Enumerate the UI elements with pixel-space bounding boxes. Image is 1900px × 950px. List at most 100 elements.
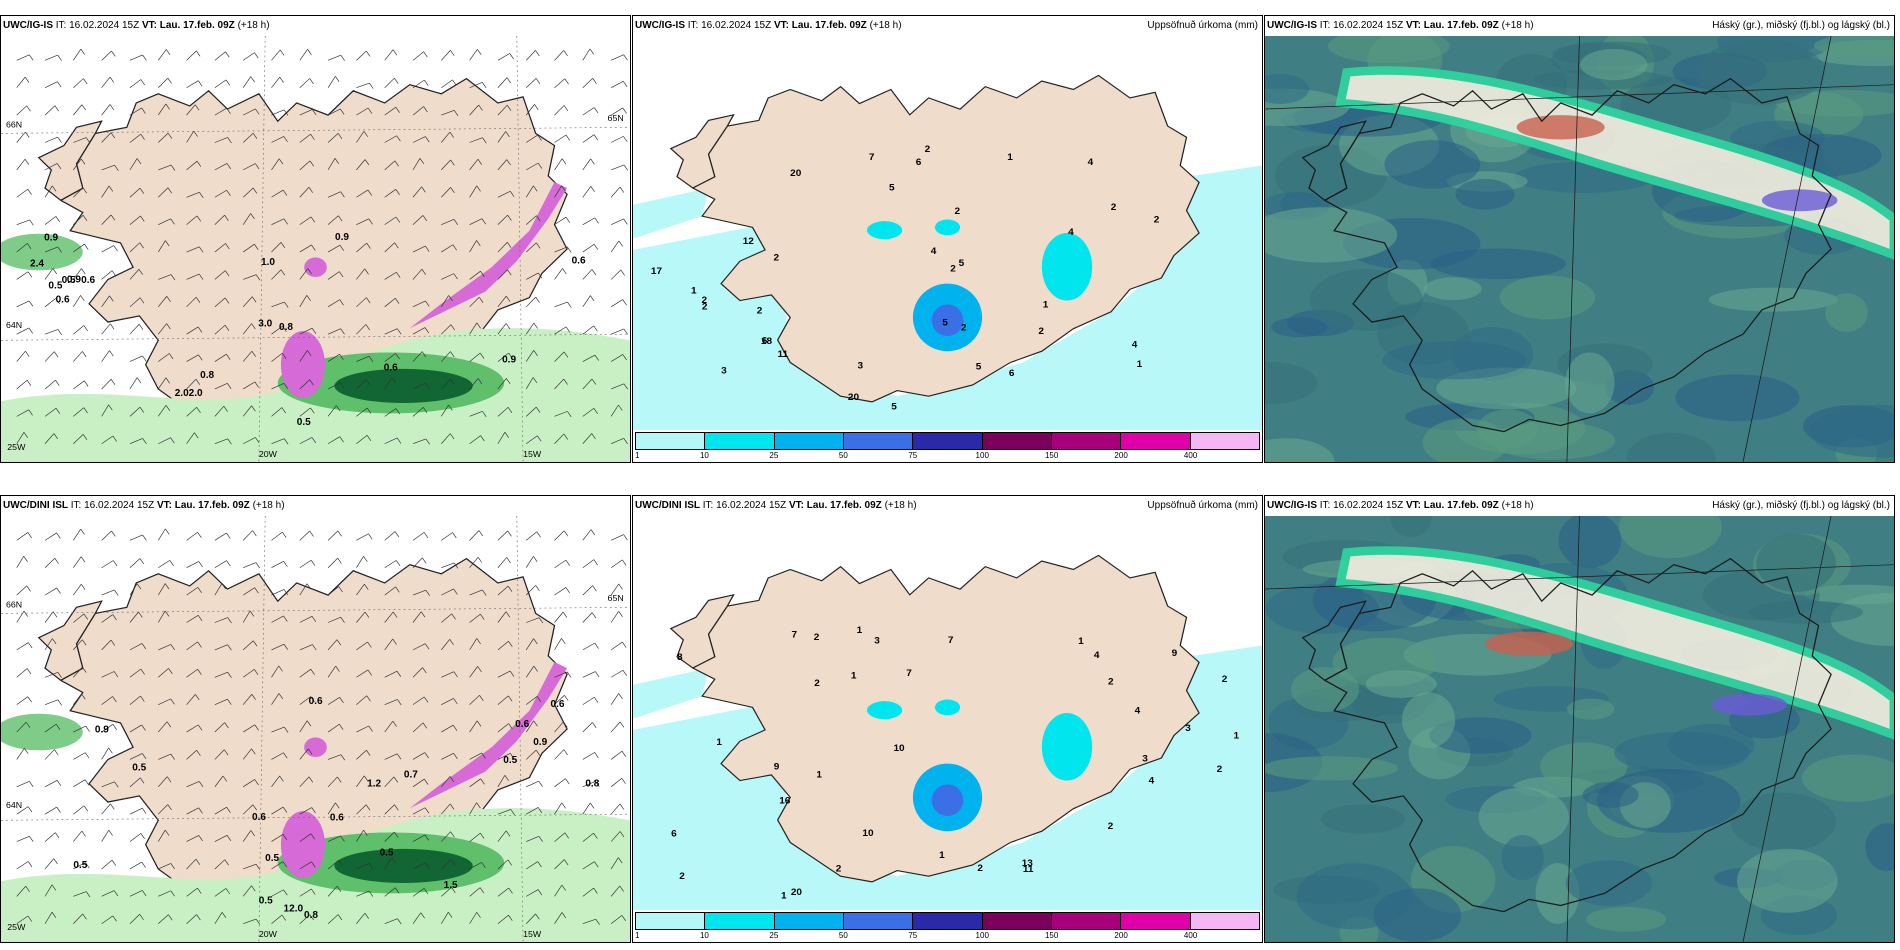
- value-label: 1: [816, 770, 822, 780]
- precip-area: [633, 645, 1262, 910]
- wind-barb: [554, 859, 565, 870]
- wind-barb-feather: [535, 242, 541, 249]
- latitude-label: 66N: [6, 119, 22, 129]
- wind-barb-feather: [54, 558, 59, 564]
- wind-barb: [44, 699, 59, 705]
- precip-patch: [934, 219, 961, 236]
- wind-barb: [610, 107, 623, 116]
- wind-barb: [129, 269, 140, 280]
- wind-barb: [384, 437, 398, 445]
- wind-barb: [73, 779, 86, 788]
- wind-barb: [582, 107, 595, 116]
- wind-barb-feather: [537, 807, 543, 814]
- wind-barb-feather: [166, 296, 171, 302]
- snow-band: [304, 257, 327, 277]
- wind-barb-feather: [538, 617, 544, 624]
- wind-barb: [441, 613, 453, 623]
- wind-barb: [186, 750, 197, 760]
- wind-barb-feather: [170, 274, 176, 281]
- panel-header: UWC/IG-IS IT: 16.02.2024 15Z VT: Lau. 17…: [635, 19, 1258, 33]
- wind-barb-feather: [480, 270, 485, 277]
- wind-barb: [73, 752, 86, 760]
- precip-heavy: [334, 368, 473, 403]
- wind-barb: [129, 833, 142, 842]
- wind-barb-feather: [391, 857, 396, 864]
- wind-barb-feather: [253, 640, 258, 647]
- wind-barb: [526, 272, 539, 280]
- wind-barb-feather: [395, 216, 401, 223]
- wind-barb: [327, 436, 341, 445]
- wind-barb-feather: [448, 912, 453, 918]
- wind-barb-feather: [193, 130, 198, 137]
- value-label: 0.9: [67, 274, 81, 285]
- wind-barb: [73, 325, 85, 335]
- wind-barb-feather: [112, 724, 118, 730]
- wind-barb-feather: [306, 720, 312, 727]
- wind-barb: [441, 887, 452, 897]
- wind-barb-feather: [480, 778, 485, 785]
- wind-barb-feather: [340, 835, 345, 842]
- wind-barb: [16, 243, 28, 253]
- value-label: 10: [893, 744, 904, 754]
- wind-barb-feather: [395, 189, 400, 195]
- precip-patch: [934, 699, 961, 716]
- wind-barb-feather: [226, 163, 232, 170]
- wind-barb-feather: [621, 778, 626, 784]
- wind-barb: [242, 724, 256, 733]
- wind-barb: [242, 779, 255, 788]
- wind-barb-feather: [307, 748, 313, 755]
- wind-barb-feather: [85, 862, 90, 869]
- wind-barb: [412, 912, 422, 924]
- wind-barb: [582, 134, 595, 143]
- value-label: 0.6: [551, 699, 565, 710]
- wind-barb-feather: [24, 159, 30, 165]
- wind-barb-feather: [453, 671, 458, 678]
- wind-barb: [525, 78, 537, 88]
- wind-barb: [44, 54, 58, 61]
- valid-time-value: Lau. 17.feb. 09Z: [174, 500, 250, 511]
- wind-barb: [441, 859, 452, 870]
- wind-barb-feather: [395, 586, 400, 593]
- wind-barb: [73, 215, 84, 225]
- wind-barb-feather: [55, 216, 60, 223]
- wind-barb-feather: [80, 48, 85, 55]
- wind-barb-feather: [282, 861, 288, 868]
- wind-barb-feather: [139, 777, 145, 784]
- wind-barb: [497, 432, 506, 444]
- valid-time-value: Lau. 17.feb. 09Z: [159, 20, 235, 31]
- wind-barb-feather: [140, 668, 145, 675]
- colorbar-tick: 150: [1044, 931, 1059, 940]
- wind-barb-feather: [282, 806, 288, 813]
- wind-barb-feather: [621, 750, 627, 757]
- wind-barb: [44, 105, 56, 116]
- wind-barb: [441, 803, 451, 815]
- wind-barb-feather: [196, 914, 201, 921]
- wind-barb: [384, 353, 396, 362]
- wind-barb: [16, 556, 25, 568]
- wind-barb: [299, 616, 313, 623]
- wind-barb: [214, 270, 226, 280]
- map-canvas: 4 1 20 1 1 1 2 2 2 3 9 1 1 10 7 16 8 6 9 11 7 13 10 7 4 4 2 2 2 1 3 3 2 2…: [633, 516, 1262, 910]
- wind-barb-feather: [309, 160, 315, 167]
- wind-barb: [412, 778, 425, 788]
- wind-barb-feather: [310, 696, 315, 703]
- wind-barb-feather: [622, 107, 627, 114]
- wind-barb-feather: [622, 641, 627, 648]
- wind-barb: [554, 884, 563, 897]
- wind-barb: [299, 748, 309, 760]
- wind-barb: [242, 610, 251, 623]
- wind-barb-feather: [81, 830, 86, 837]
- wind-barb: [327, 697, 340, 705]
- wind-barb-feather: [506, 557, 511, 564]
- wind-barb: [129, 54, 143, 61]
- graticule: [1265, 516, 1894, 942]
- wind-barb: [214, 888, 227, 897]
- wind-barb-feather: [254, 52, 259, 59]
- wind-barb: [554, 326, 567, 335]
- wind-barb: [16, 409, 29, 417]
- wind-barb: [327, 191, 341, 198]
- coastline: [1301, 600, 1367, 682]
- wind-barb: [441, 562, 455, 569]
- wind-barb-feather: [340, 754, 346, 761]
- value-label: 0.5: [259, 896, 273, 907]
